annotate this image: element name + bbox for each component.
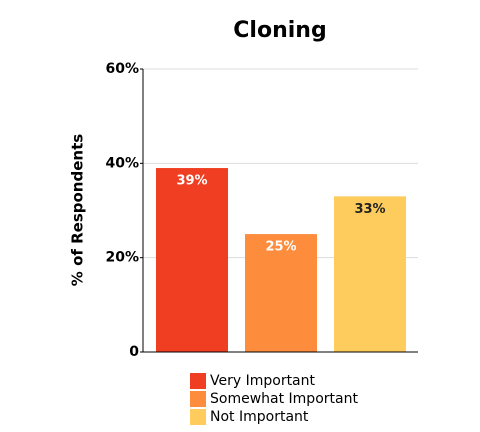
y-tick-label: 40% <box>105 155 139 171</box>
legend-label: Somewhat Important <box>210 391 358 407</box>
y-tick-label: 20% <box>105 250 139 266</box>
chart-title: Cloning <box>233 18 326 43</box>
legend-label: Not Important <box>210 409 309 425</box>
y-axis-label: % of Respondents <box>69 134 87 286</box>
bar <box>334 196 406 352</box>
y-tick-label: 0 <box>129 344 139 360</box>
legend-swatch <box>190 391 206 407</box>
bar <box>245 234 317 352</box>
legend-label: Very Important <box>210 373 316 389</box>
legend-swatch <box>190 409 206 425</box>
value-label: 25% <box>265 240 296 255</box>
value-label: 39% <box>176 174 207 189</box>
value-label: 33% <box>354 202 385 217</box>
bar <box>156 168 228 352</box>
legend-swatch <box>190 373 206 389</box>
y-tick-label: 60% <box>105 61 139 77</box>
